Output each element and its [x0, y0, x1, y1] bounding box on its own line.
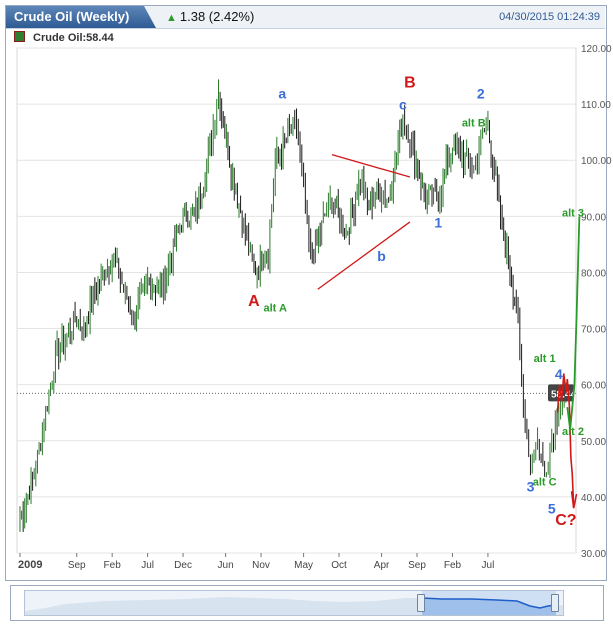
wave-label-green: alt A	[264, 303, 287, 315]
series-legend[interactable]: Crude Oil:58.44	[14, 31, 114, 44]
projection-wave-4	[556, 373, 567, 413]
price-change-value: 1.38 (2.42%)	[179, 9, 255, 24]
last-price-label: 58.44	[551, 389, 576, 400]
wave-label-blue: 2	[477, 86, 485, 102]
y-tick-label: 100.00	[581, 156, 612, 167]
wave-label-blue: c	[399, 97, 407, 113]
wave-label-green: alt 1	[534, 353, 556, 365]
range-navigator[interactable]	[10, 585, 604, 621]
x-tick-label: 2009	[18, 559, 42, 571]
x-tick-label: Feb	[444, 560, 462, 571]
navigator-selection[interactable]	[421, 591, 557, 615]
wave-label-red: A	[248, 293, 260, 310]
wave-label-green: alt C	[533, 477, 557, 489]
x-tick-label: May	[294, 560, 313, 571]
y-tick-label: 40.00	[581, 493, 606, 504]
x-tick-label: Jul	[141, 560, 154, 571]
price-chart[interactable]: 120.00110.00100.0090.0080.0070.0060.0050…	[0, 0, 613, 580]
chart-title[interactable]: Crude Oil (Weekly)	[6, 6, 156, 28]
wave-label-blue: b	[377, 248, 386, 264]
y-tick-label: 70.00	[581, 325, 606, 336]
x-tick-label: Jul	[482, 560, 495, 571]
projection-alt-3	[566, 216, 581, 430]
trendline-upper	[331, 153, 411, 178]
legend-label: Crude Oil:58.44	[33, 32, 114, 44]
x-tick-label: Dec	[174, 560, 192, 571]
wave-label-green: alt 2	[562, 426, 584, 438]
navigator-left-handle[interactable]	[417, 594, 425, 612]
x-tick-label: Sep	[408, 560, 426, 571]
wave-label-blue: a	[278, 86, 286, 102]
ohlc-series-icon	[14, 31, 25, 42]
wave-label-green: alt 3	[562, 207, 584, 219]
up-arrow-icon: ▲	[166, 12, 177, 24]
trendline-lower	[317, 221, 411, 290]
y-tick-label: 60.00	[581, 381, 606, 392]
wave-label-red: B	[404, 74, 416, 91]
wave-label-blue: 4	[555, 366, 563, 382]
navigator-selection-line	[421, 597, 557, 615]
projection-wave-c	[565, 378, 575, 509]
x-tick-label: Nov	[252, 560, 270, 571]
x-tick-label: Jun	[218, 560, 234, 571]
y-tick-label: 30.00	[581, 549, 606, 560]
projection-arrowhead	[570, 491, 578, 509]
price-change: ▲ 1.38 (2.42%)	[166, 9, 254, 24]
navigator-right-handle[interactable]	[551, 594, 559, 612]
ohlc-bars	[19, 79, 567, 532]
wave-label-blue: 3	[527, 478, 535, 494]
timestamp: 04/30/2015 01:24:39	[499, 11, 600, 23]
navigator-track[interactable]	[24, 590, 564, 616]
x-tick-label: Sep	[68, 560, 86, 571]
chart-header	[6, 6, 605, 29]
y-tick-label: 120.00	[581, 44, 612, 55]
y-tick-label: 90.00	[581, 212, 606, 223]
y-tick-label: 50.00	[581, 437, 606, 448]
x-tick-label: Oct	[331, 560, 347, 571]
wave-label-green: alt B	[462, 118, 486, 130]
wave-label-blue: 5	[548, 501, 556, 517]
y-tick-label: 80.00	[581, 268, 606, 279]
x-tick-label: Feb	[104, 560, 122, 571]
x-tick-label: Apr	[374, 560, 390, 571]
wave-label-red: C?	[555, 512, 576, 529]
y-tick-label: 110.00	[581, 100, 611, 111]
wave-label-blue: 1	[434, 215, 442, 231]
